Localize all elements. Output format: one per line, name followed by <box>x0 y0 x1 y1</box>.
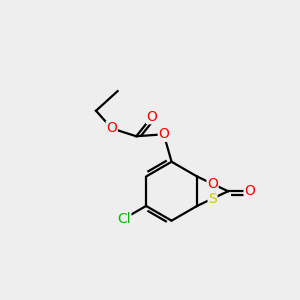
Text: O: O <box>244 184 255 198</box>
Text: O: O <box>158 127 169 141</box>
Text: O: O <box>207 177 218 191</box>
Text: Cl: Cl <box>117 212 131 226</box>
Text: O: O <box>146 110 158 124</box>
Text: O: O <box>106 122 117 135</box>
Text: S: S <box>208 192 217 206</box>
